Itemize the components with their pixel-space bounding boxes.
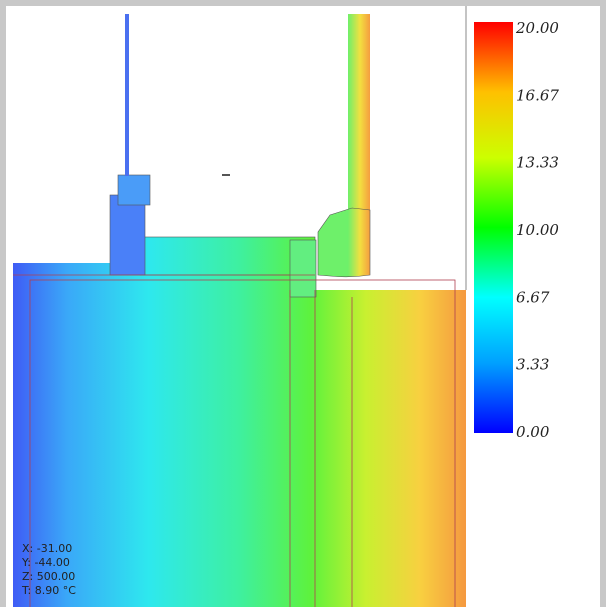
sill xyxy=(140,237,315,275)
thermal-view: 20.00 16.67 13.33 10.00 6.67 3.33 0.00 X: -31.… xyxy=(0,0,606,607)
page: 20.00 16.67 13.33 10.00 6.67 3.33 0.00 X: -31.… xyxy=(0,0,606,607)
scale-label: 6.67 xyxy=(516,288,550,306)
scale-label: 16.67 xyxy=(516,86,559,104)
frame-profile xyxy=(110,195,145,275)
wall-block-right xyxy=(290,290,466,607)
scale-label: 13.33 xyxy=(516,154,559,172)
glass-pane xyxy=(125,14,129,176)
frame-profile xyxy=(118,175,150,205)
scale-label: 3.33 xyxy=(516,356,549,374)
scale-label: 20.00 xyxy=(515,19,559,37)
scale-label: 0.00 xyxy=(516,423,550,441)
readout-line: Z: 500.00 xyxy=(22,570,75,583)
marker xyxy=(222,174,230,176)
readout-line: Y: -44.00 xyxy=(21,556,70,569)
scale-label: 10.00 xyxy=(516,221,559,239)
readout-line: T: 8.90 °C xyxy=(21,584,76,597)
frame-profile xyxy=(290,240,316,297)
probe-readout: X: -31.00Y: -44.00Z: 500.00T: 8.90 °C xyxy=(21,542,76,597)
glass-pane xyxy=(348,14,370,214)
color-scale xyxy=(474,22,513,433)
readout-line: X: -31.00 xyxy=(22,542,72,555)
